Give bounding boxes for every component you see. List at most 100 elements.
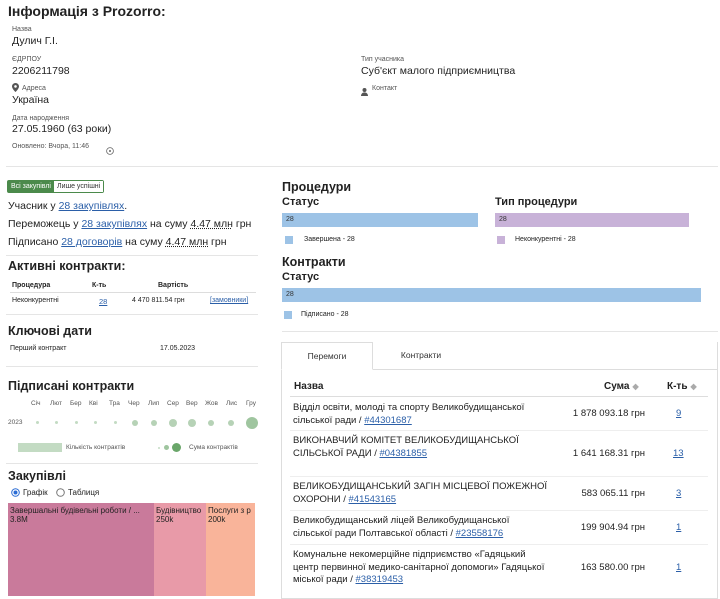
customer-code-link[interactable]: #38319453 — [355, 574, 404, 585]
row-count-link[interactable]: 13 — [673, 448, 684, 459]
month-dot — [228, 420, 234, 426]
col-count-header[interactable]: К-ть ◆ — [667, 381, 697, 392]
month-dot — [208, 420, 214, 426]
row-sum: 1 641 168.31 грн — [572, 448, 645, 459]
row-sum: 583 065.11 грн — [581, 488, 645, 499]
contract-status-title: Статус — [282, 271, 320, 283]
customer-name: ВИКОНАВЧИЙ КОМІТЕТ ВЕЛИКОБУДИЩАНСЬКОЇ СІ… — [293, 435, 519, 459]
month-label: Вер — [186, 400, 198, 407]
treemap-tile[interactable]: Послуги з р 200k — [206, 503, 255, 596]
procedure-status-legend-swatch — [285, 236, 293, 244]
treemap-tile[interactable]: Завершальні будівельні роботи / ... 3.8M — [8, 503, 154, 596]
year-label: 2023 — [8, 419, 23, 426]
signed-contracts-link[interactable]: 28 договорів — [61, 236, 123, 248]
sum-legend-label: Сума контрактів — [189, 444, 238, 451]
first-contract-label: Перший контракт — [10, 345, 67, 352]
customer-code-link[interactable]: #41543165 — [348, 493, 397, 505]
table-radio-label: Таблиця — [68, 488, 100, 497]
sum-legend-dot — [164, 445, 169, 450]
customers-link[interactable]: [замовники] — [210, 297, 249, 304]
filter-success-button[interactable]: Лише успішні — [53, 181, 104, 192]
purchase-filter-toggle: Всі закупівлі Лише успішні — [7, 180, 105, 193]
col-sum-header[interactable]: Сума ◆ — [604, 381, 639, 392]
winner-purchases-link[interactable]: 28 закупівлях — [81, 218, 148, 230]
month-dot — [75, 421, 78, 424]
summary-signed: Підписано 28 договорів на суму 4.47 млн … — [8, 236, 227, 248]
month-dot — [114, 421, 117, 424]
procedures-title: Процедури — [282, 180, 352, 194]
summary-winner: Переможець у 28 закупівлях на суму 4.47 … — [8, 218, 251, 230]
summary-text: на суму — [147, 218, 191, 230]
sort-icon[interactable]: ◆ — [632, 382, 639, 391]
participant-type-value: Суб'єкт малого підприємництва — [361, 65, 516, 77]
month-label: Бер — [70, 400, 82, 407]
info-circle-icon[interactable] — [106, 142, 114, 160]
sum-legend-dot — [172, 443, 181, 452]
procedure-type-legend-swatch — [497, 236, 505, 244]
summary-text: Переможець у — [8, 218, 82, 230]
table-row-name: ВЕЛИКОБУДИЩАНСЬКИЙ ЗАГІН МІСЦЕВОЇ ПОЖЕЖН… — [293, 481, 548, 506]
active-contract-procedure: Неконкурентні — [12, 297, 59, 304]
tab-contracts[interactable]: Контракти — [400, 350, 442, 360]
month-label: Тра — [109, 400, 120, 407]
active-contract-value: 4 470 811.54 грн — [132, 297, 185, 304]
customer-name: Великобудищанський ліцей Великобудищансь… — [293, 515, 510, 539]
col-count-label: К-ть — [667, 381, 688, 392]
table-row-name: Комунальне некомерційне підприємство «Га… — [293, 549, 548, 587]
col-count-header: К-ть — [92, 282, 107, 289]
person-icon — [361, 83, 368, 101]
edrpou-label: ЄДРПОУ — [12, 56, 42, 63]
procedure-type-legend: Неконкурентні - 28 — [515, 236, 576, 243]
summary-participant: Учасник у 28 закупівлях. — [8, 200, 127, 212]
name-label: Назва — [12, 26, 32, 33]
col-value-header: Вартість — [158, 282, 189, 289]
row-count-link[interactable]: 9 — [676, 408, 682, 419]
row-count-link[interactable]: 1 — [676, 562, 682, 573]
month-dot — [246, 417, 258, 429]
customer-code-link[interactable]: #23558176 — [455, 527, 504, 539]
address-value: Україна — [12, 94, 50, 106]
tabs-border — [281, 369, 718, 370]
contract-status-bar[interactable]: 28 — [282, 288, 701, 302]
sum-legend-dot — [158, 447, 160, 449]
chart-radio[interactable]: Графік — [11, 488, 48, 497]
count-legend-label: Кількість контрактів — [66, 444, 126, 451]
customer-code-link[interactable]: #44301687 — [364, 414, 412, 426]
sort-icon[interactable]: ◆ — [690, 382, 697, 391]
month-label: Жов — [205, 400, 218, 407]
row-count-link[interactable]: 1 — [676, 522, 682, 533]
active-contract-count-link[interactable]: 28 — [99, 297, 108, 306]
month-label: Чер — [128, 400, 140, 407]
summary-text: грн — [232, 218, 252, 230]
customer-code-link[interactable]: #04381855 — [379, 447, 428, 459]
purchases-title: Закупівлі — [8, 469, 66, 483]
month-dot — [188, 419, 196, 427]
treemap-tile-value: 250k — [156, 515, 174, 524]
customer-name: Відділ освіти, молоді та спорту Великобу… — [293, 402, 525, 426]
procedure-status-bar[interactable]: 28 — [282, 213, 478, 227]
month-label: Сер — [167, 400, 179, 407]
treemap-tile-value: 200k — [208, 515, 226, 524]
contact-label[interactable]: Контакт — [372, 85, 398, 92]
summary-text: Учасник у — [8, 200, 59, 212]
table-radio[interactable]: Таблиця — [56, 488, 99, 497]
summary-text: на суму — [122, 236, 166, 248]
participant-type-label: Тип учасника — [361, 56, 405, 63]
participant-purchases-link[interactable]: 28 закупівлях — [58, 200, 125, 212]
procedure-status-legend: Завершена - 28 — [304, 236, 355, 243]
active-contracts-title: Активні контракти: — [8, 259, 126, 273]
key-dates-title: Ключові дати — [8, 324, 92, 338]
procedure-type-bar[interactable]: 28 — [495, 213, 689, 227]
month-label: Лис — [226, 400, 238, 407]
month-dot — [94, 421, 97, 424]
row-count-link[interactable]: 3 — [676, 488, 682, 499]
tab-wins[interactable]: Перемоги — [281, 342, 373, 370]
birth-date-label: Дата народження — [12, 115, 70, 122]
filter-all-button[interactable]: Всі закупівлі — [8, 181, 54, 192]
treemap-tile[interactable]: Будівництво 250k — [154, 503, 206, 596]
month-label: Лип — [148, 400, 160, 407]
month-dot — [169, 419, 177, 427]
month-label: Гру — [246, 400, 256, 407]
name-value: Дулич Г.І. — [12, 35, 58, 47]
contract-status-legend: Підписано - 28 — [301, 311, 349, 318]
